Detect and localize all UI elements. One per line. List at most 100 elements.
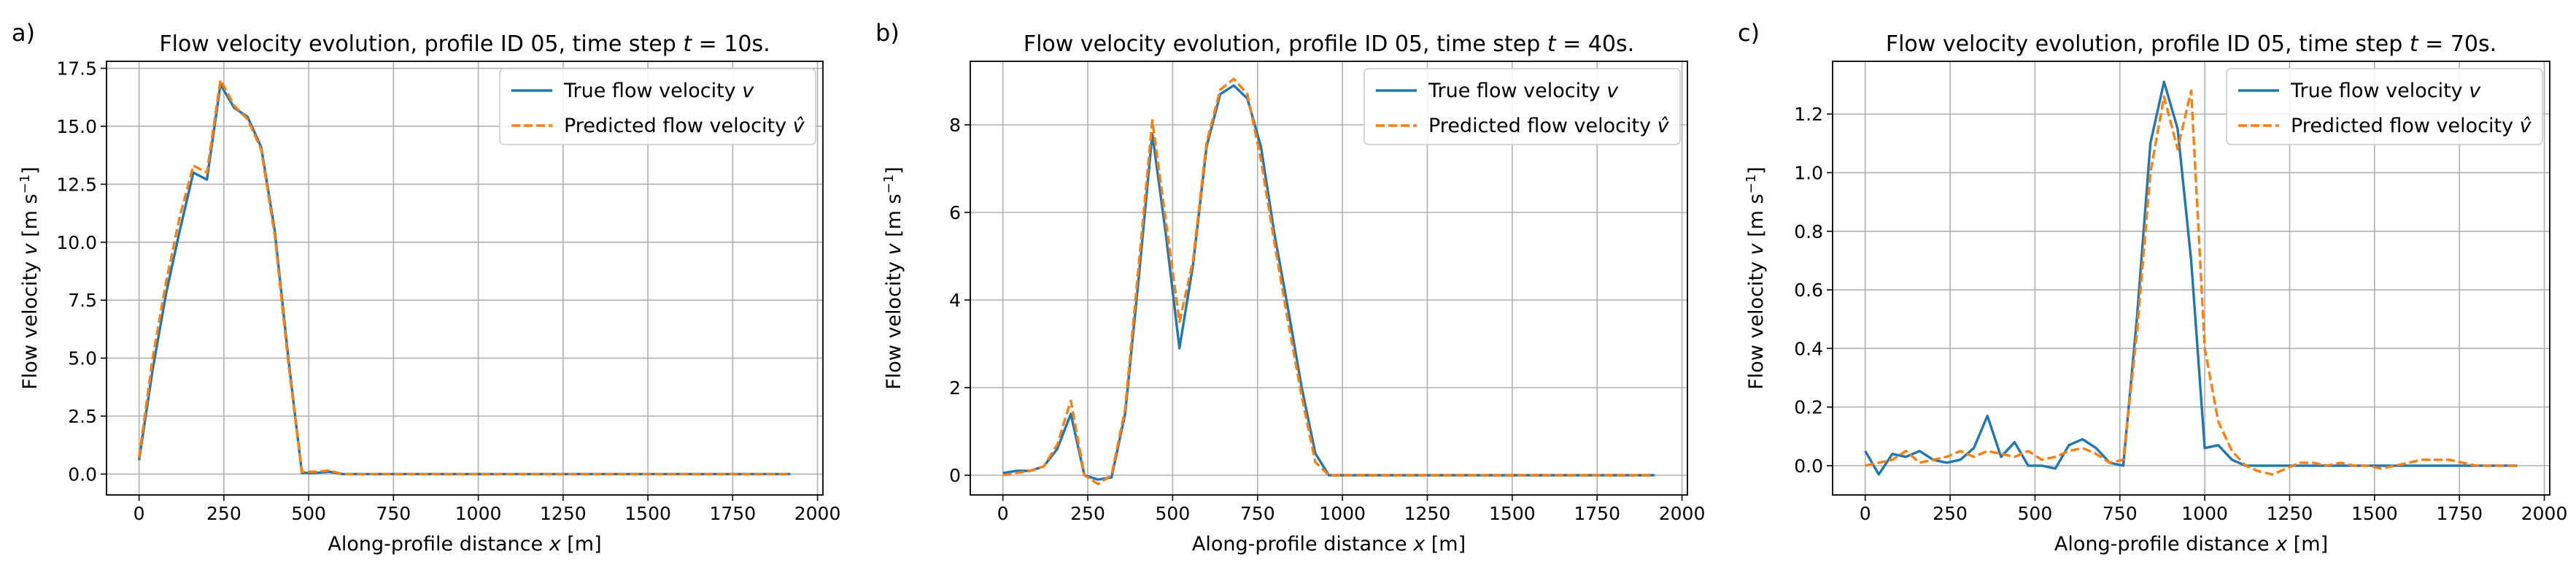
y-axis-unit: [m s	[1745, 193, 1768, 243]
x-tick-label: 1750	[1574, 503, 1620, 524]
legend-label-text: True flow velocity	[2290, 80, 2469, 102]
x-tick-label: 1250	[540, 503, 587, 524]
legend: True flow velocity v Predicted flow veloc…	[499, 68, 816, 145]
y-axis-label: Flow velocity v [m s−1]	[18, 166, 42, 389]
y-axis-unit-exponent: −1	[1744, 174, 1759, 194]
x-axis-variable: x	[2275, 533, 2288, 556]
y-tick-label: 0.0	[68, 464, 97, 485]
panel-2: 0 250 500 750 1000 1250 1500 1750 2000 0 2 4 6 8 b) Flo…	[875, 19, 1705, 556]
y-tick-label: 0.6	[1794, 280, 1823, 301]
y-tick-label: 7.5	[68, 290, 97, 311]
y-axis-unit-exponent: −1	[18, 174, 33, 194]
x-axis-variable: x	[1412, 533, 1426, 556]
y-axis-label: Flow velocity v [m s−1]	[1744, 166, 1768, 389]
y-axis-unit: [m s	[883, 193, 905, 243]
y-axis-unit-close: ]	[1745, 166, 1768, 174]
title-end: .	[2490, 31, 2497, 57]
y-axis-unit-close: ]	[19, 166, 42, 174]
title-text: Flow velocity evolution, profile ID 05, …	[159, 31, 676, 57]
y-tick-label: 5.0	[68, 348, 97, 369]
panel-letter: a)	[12, 19, 35, 47]
legend-predicted-label: Predicted flow velocity v̂	[1428, 115, 1670, 137]
x-tick-label: 1500	[1489, 503, 1536, 524]
y-tick-label: 0.4	[1794, 338, 1823, 359]
y-tick-label: 4	[949, 290, 961, 311]
y-axis-unit-exponent: −1	[881, 174, 897, 194]
x-tick-label: 2000	[794, 503, 841, 524]
legend-label-text: True flow velocity	[1428, 80, 1606, 102]
legend-label-text: True flow velocity	[563, 80, 742, 102]
y-tick-label: 10.0	[56, 232, 97, 253]
y-tick-label: 0.8	[1794, 221, 1823, 242]
y-tick-label: 6	[949, 202, 961, 223]
legend-label-text: Predicted flow velocity	[564, 115, 793, 137]
y-tick-label: 1.0	[1794, 163, 1823, 184]
panel-letter-text: a)	[12, 19, 35, 47]
panel-letter-text: c)	[1738, 19, 1760, 47]
x-axis-unit: [m]	[561, 533, 602, 556]
title-end: .	[763, 31, 770, 57]
x-tick-label: 1750	[710, 503, 757, 524]
panel-3: 0 250 500 750 1000 1250 1500 1750 2000 0.0 0.2 0.4 0…	[1738, 19, 2567, 556]
x-tick-label: 1250	[2267, 503, 2313, 524]
title-text: Flow velocity evolution, profile ID 05, …	[1024, 31, 1541, 57]
x-tick-label: 1750	[2436, 503, 2483, 524]
y-axis-unit-close: ]	[883, 166, 905, 174]
title-end: .	[1628, 31, 1635, 57]
x-tick-label: 500	[291, 503, 326, 524]
legend-predicted-label: Predicted flow velocity v̂	[2291, 115, 2532, 137]
x-axis-label-text: Along-profile distance	[2054, 533, 2275, 556]
legend-label-text: Predicted flow velocity	[2291, 115, 2520, 137]
panel-title: Flow velocity evolution, profile ID 05, …	[1886, 31, 2496, 57]
x-tick-label: 1500	[624, 503, 671, 524]
x-axis-variable: x	[549, 533, 562, 556]
x-tick-label: 0	[134, 503, 145, 524]
y-tick-label: 0.2	[1794, 397, 1823, 418]
panel-letter: b)	[875, 19, 900, 47]
y-axis-label: Flow velocity v [m s−1]	[881, 166, 906, 389]
x-tick-label: 250	[206, 503, 241, 524]
x-tick-label: 500	[1156, 503, 1191, 524]
y-tick-label: 0	[949, 465, 961, 486]
x-tick-label: 750	[376, 503, 411, 524]
legend-box	[1364, 68, 1681, 145]
title-text: Flow velocity evolution, profile ID 05, …	[1886, 31, 2403, 57]
x-tick-label: 1000	[2181, 503, 2228, 524]
axes-frame	[970, 61, 1688, 496]
title-time-variable: t	[1547, 31, 1557, 57]
x-tick-label: 0	[1860, 503, 1871, 524]
legend-variable: v	[1606, 80, 1619, 102]
legend-label-text: Predicted flow velocity	[1428, 115, 1658, 137]
x-axis-label: Along-profile distance x [m]	[328, 533, 601, 556]
x-tick-label: 250	[1933, 503, 1968, 524]
y-axis-variable: v	[1745, 242, 1768, 255]
x-axis-label: Along-profile distance x [m]	[1192, 533, 1466, 556]
legend-box	[499, 68, 816, 145]
y-axis-unit: [m s	[19, 193, 42, 243]
x-axis-label-text: Along-profile distance	[1192, 533, 1413, 556]
true-velocity-line	[1864, 80, 2518, 476]
title-time-value: = 40s	[1556, 31, 1628, 57]
panel-letter-text: b)	[875, 19, 900, 47]
x-tick-label: 1000	[455, 503, 502, 524]
y-tick-label: 0.0	[1794, 456, 1823, 477]
title-time-value: = 10s	[692, 31, 763, 57]
y-axis-variable: v	[883, 242, 905, 255]
predicted-velocity-line	[1865, 89, 2518, 476]
x-axis-label: Along-profile distance x [m]	[2054, 533, 2328, 556]
x-axis-unit: [m]	[2287, 533, 2328, 556]
x-axis-label-text: Along-profile distance	[328, 533, 549, 556]
legend-variable: v̂	[1658, 115, 1670, 137]
panel-title: Flow velocity evolution, profile ID 05, …	[1024, 31, 1634, 57]
y-axis-variable: v	[19, 242, 42, 255]
y-tick-label: 15.0	[56, 116, 97, 137]
legend-box	[2226, 68, 2543, 145]
x-tick-label: 500	[2018, 503, 2053, 524]
axes-frame	[106, 61, 824, 496]
axes-frame	[1832, 61, 2550, 496]
title-time-variable: t	[2410, 31, 2419, 57]
title-time-variable: t	[683, 31, 692, 57]
legend-true-label: True flow velocity v	[2290, 80, 2481, 102]
legend: True flow velocity v Predicted flow veloc…	[1364, 68, 1681, 145]
